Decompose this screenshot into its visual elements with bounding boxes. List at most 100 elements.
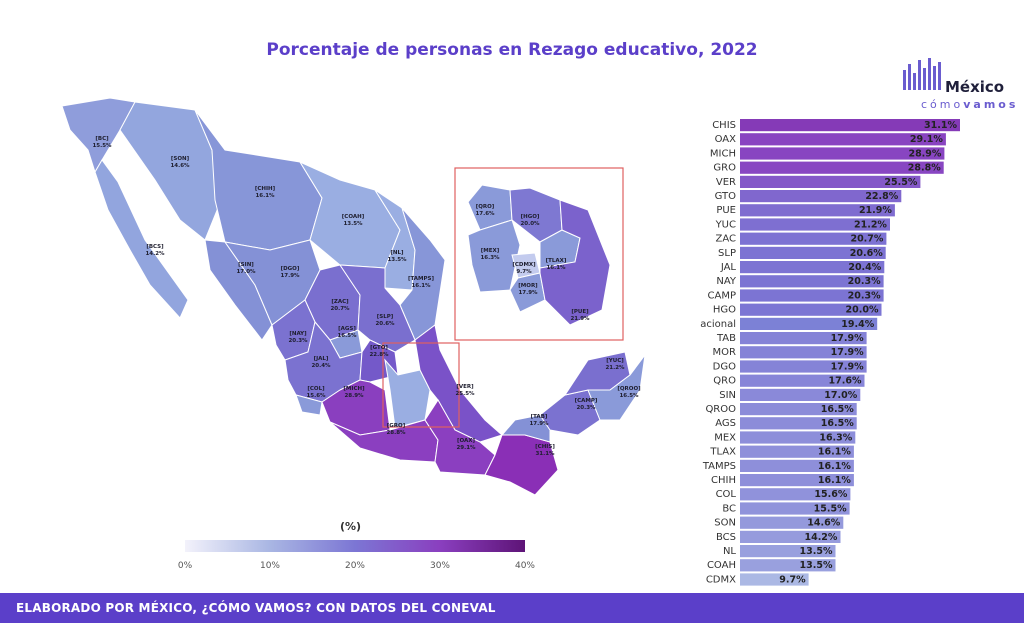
bar <box>740 133 946 146</box>
region-value: 15.5% <box>92 143 112 149</box>
bar-category-label: JAL <box>720 262 737 273</box>
bar-value-label: 14.6% <box>807 518 840 529</box>
scale-tick-label: 20% <box>345 561 365 571</box>
region-label-SIN: [SIN]17.0% <box>236 262 256 275</box>
region-name: [NAY] <box>289 331 307 337</box>
region-label-YUC: [YUC]21.2% <box>605 358 625 371</box>
region-label-NL: [NL]13.5% <box>387 250 407 263</box>
bar-value-label: 22.8% <box>865 191 898 202</box>
bar-category-label: PUE <box>716 205 736 216</box>
region-label-SON: [SON]14.6% <box>170 156 190 169</box>
bar <box>740 530 841 543</box>
region-value: 31.1% <box>535 451 555 457</box>
bar-category-label: QROO <box>705 404 736 415</box>
bar <box>740 332 867 345</box>
bar-category-label: DGO <box>713 361 736 372</box>
region-value: 20.3% <box>576 405 596 411</box>
region-name: [VER] <box>456 384 474 390</box>
chart-title: Porcentaje de personas en Rezago educati… <box>266 40 758 60</box>
region-name: [GRO] <box>387 423 406 429</box>
scale-tick-label: 0% <box>178 561 193 571</box>
bar <box>740 459 854 472</box>
region-value: 16.1% <box>411 283 431 289</box>
region-name: [NL] <box>390 250 404 256</box>
region-name: [MOR] <box>518 283 538 289</box>
region-label-NAY: [NAY]20.3% <box>288 331 308 344</box>
region-value: 28.8% <box>386 430 406 436</box>
region-name: [SLP] <box>377 314 394 320</box>
region-value: 20.4% <box>311 363 331 369</box>
bar <box>740 175 921 188</box>
region-label-OAX: [OAX]29.1% <box>456 438 476 451</box>
bar-value-label: 17.9% <box>831 347 864 358</box>
bar-category-label: COAH <box>707 560 736 571</box>
bar-category-label: HGO <box>713 305 736 316</box>
region-value: 25.5% <box>455 391 475 397</box>
bar <box>740 488 851 501</box>
bar-value-label: 20.3% <box>848 276 881 287</box>
region-label-JAL: [JAL]20.4% <box>311 356 331 369</box>
bar-value-label: 20.6% <box>850 248 883 259</box>
bar-category-label: SIN <box>719 390 736 401</box>
region-value: 9.7% <box>516 269 532 275</box>
bar-value-label: 25.5% <box>884 177 917 188</box>
region-label-CDMX: [CDMX]9.7% <box>512 262 536 275</box>
region-name: [CHIS] <box>535 444 555 450</box>
region-name: [BC] <box>95 136 109 142</box>
bar-category-label: TLAX <box>709 447 736 458</box>
bar-category-label: AGS <box>715 418 736 429</box>
bar-category-label: COL <box>716 489 737 500</box>
bar-chart: CHIS 31.1% OAX 29.1% MICH 28.9% GRO 28.8% VER 25.… <box>700 119 960 586</box>
bar-category-label: CHIH <box>711 475 736 486</box>
region-label-MICH: [MICH]28.9% <box>343 386 365 399</box>
bar-category-label: SLP <box>718 248 736 259</box>
region-name: [CHIH] <box>255 186 276 192</box>
bar-category-label: TAB <box>716 333 736 344</box>
region-value: 15.6% <box>306 393 326 399</box>
bar-value-label: 17.9% <box>831 361 864 372</box>
region-name: [CAMP] <box>575 398 598 404</box>
bar <box>740 445 854 458</box>
bar-category-label: CDMX <box>706 574 736 585</box>
region-value: 21.9% <box>570 316 590 322</box>
region-name: [QRO] <box>476 204 495 210</box>
region-name: [MEX] <box>481 248 500 254</box>
region-name: [TAB] <box>531 414 548 420</box>
legend-title: (%) <box>340 520 362 533</box>
bar-value-label: 14.2% <box>804 532 837 543</box>
bar <box>740 204 895 217</box>
bar-value-label: 31.1% <box>924 120 957 131</box>
region-value: 20.3% <box>288 338 308 344</box>
region-value: 17.6% <box>475 211 495 217</box>
region-label-CAMP: [CAMP]20.3% <box>575 398 598 411</box>
bar <box>740 190 902 203</box>
region-label-TLAX: [TLAX]16.1% <box>546 258 567 271</box>
bar <box>740 232 887 245</box>
bar <box>740 218 890 231</box>
bar-category-label: VER <box>716 177 736 188</box>
bar <box>740 545 836 558</box>
bar-value-label: 17.6% <box>829 376 862 387</box>
bar <box>740 246 886 259</box>
bar-category-label: CHIS <box>712 120 736 131</box>
bar <box>740 516 844 529</box>
region-shape-QROO <box>587 354 646 421</box>
bar <box>740 374 865 387</box>
region-label-AGS: [AGS]16.5% <box>337 326 357 339</box>
bar-value-label: 16.5% <box>821 404 854 415</box>
bar-category-label: SON <box>714 518 736 529</box>
zoom-frame <box>382 342 460 428</box>
bar-value-label: 13.5% <box>800 560 833 571</box>
region-label-BCS: [BCS]14.2% <box>145 244 165 257</box>
region-name: [OAX] <box>457 438 476 444</box>
region-value: 16.5% <box>619 393 639 399</box>
bar <box>740 559 836 572</box>
region-name: [YUC] <box>606 358 624 364</box>
scale-tick-label: 40% <box>515 561 535 571</box>
bar-category-label: GTO <box>715 191 737 202</box>
bar-category-label: MEX <box>714 432 736 443</box>
region-name: [HGO] <box>521 214 540 220</box>
region-label-TAMPS: [TAMPS]16.1% <box>408 276 435 289</box>
choropleth-map: [BC]15.5%[SON]14.6%[CHIH]16.1%[COAH]13.5… <box>61 97 646 571</box>
bar-category-label: MOR <box>713 347 736 358</box>
